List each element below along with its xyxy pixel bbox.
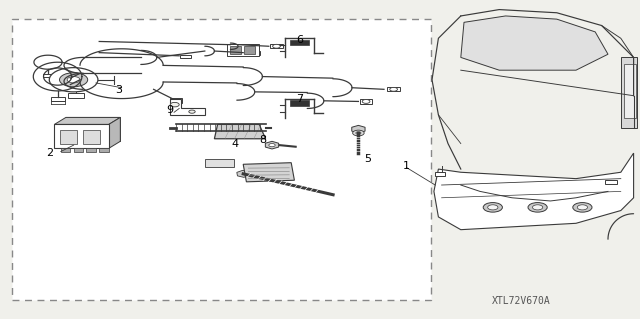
Bar [68,93,84,98]
Bar [605,180,617,184]
Bar [624,64,636,118]
Polygon shape [434,153,634,230]
Text: 4: 4 [231,138,239,149]
Circle shape [170,102,179,107]
Polygon shape [461,16,608,70]
Bar [43,74,53,77]
Bar [360,100,372,103]
Bar [227,44,259,56]
Bar [86,148,96,152]
Polygon shape [243,163,294,182]
Polygon shape [170,99,205,115]
Bar [83,130,100,144]
Text: 6: 6 [296,35,303,45]
Polygon shape [54,117,120,124]
Bar [54,124,109,148]
Bar [290,40,309,45]
Circle shape [67,77,80,83]
Text: 9: 9 [166,105,173,115]
Text: 7: 7 [296,94,303,104]
Circle shape [483,203,502,212]
Circle shape [532,205,543,210]
Bar [74,148,83,152]
Text: XTL72V670A: XTL72V670A [492,296,551,307]
Circle shape [488,205,498,210]
Bar [621,57,637,128]
Circle shape [390,87,397,91]
Bar [66,117,120,141]
Bar [290,100,309,106]
Circle shape [356,132,361,134]
Polygon shape [352,125,365,133]
Bar [170,98,182,103]
Circle shape [60,73,88,87]
Bar [387,87,400,91]
Circle shape [189,110,195,113]
Bar [270,44,283,48]
Bar [60,130,77,144]
Polygon shape [266,141,278,149]
Polygon shape [214,124,266,139]
Polygon shape [109,117,120,148]
Bar [58,78,70,82]
Circle shape [362,100,370,103]
Bar [180,55,191,58]
Text: 1: 1 [403,161,410,171]
Bar [99,148,109,152]
Bar [61,148,70,152]
Circle shape [269,144,275,147]
Bar [205,159,234,167]
Text: 2: 2 [45,148,53,158]
Circle shape [49,68,98,92]
Bar [51,97,65,101]
Bar [12,19,431,300]
Circle shape [249,51,257,55]
Circle shape [528,203,547,212]
Circle shape [573,203,592,212]
Text: 8: 8 [259,135,266,145]
Text: 5: 5 [365,154,371,165]
Bar [244,46,255,54]
Bar [58,85,70,89]
Bar [230,46,241,54]
Circle shape [353,130,364,136]
Circle shape [577,205,588,210]
Polygon shape [237,170,250,177]
Text: 3: 3 [115,85,122,95]
Circle shape [273,44,280,48]
Bar [435,172,445,176]
Bar [246,51,260,55]
